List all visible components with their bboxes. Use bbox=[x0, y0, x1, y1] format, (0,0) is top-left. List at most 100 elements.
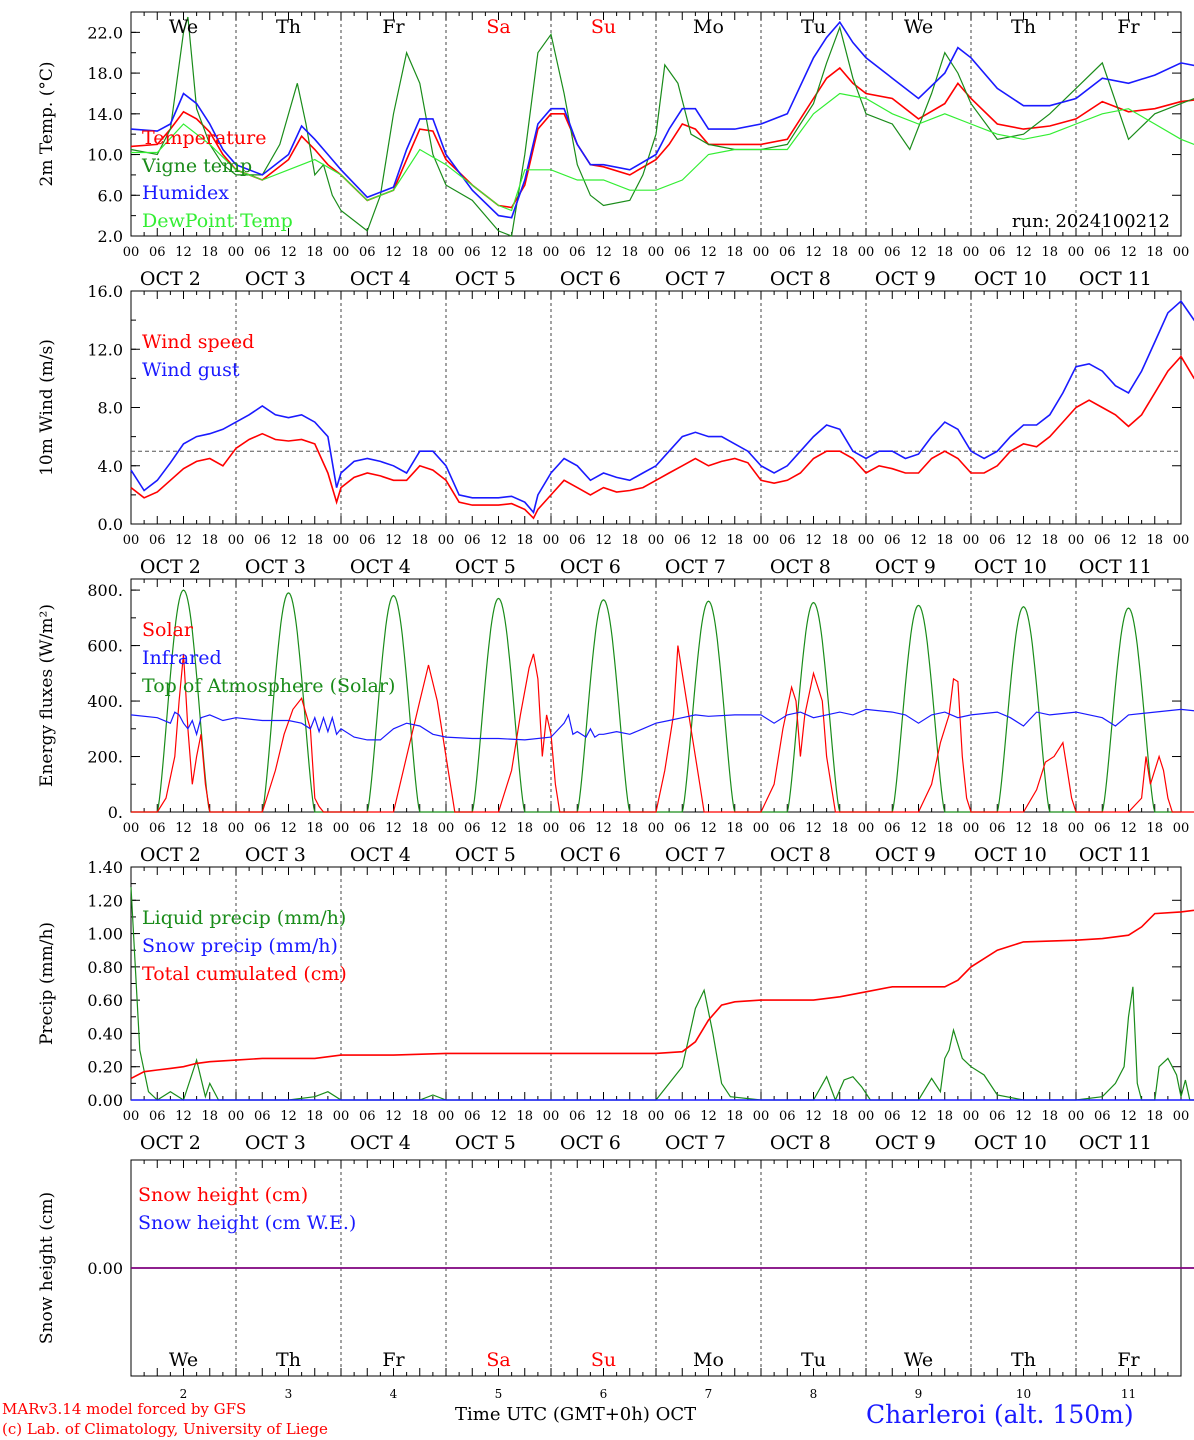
hour-tick-label: 00 bbox=[963, 1109, 980, 1124]
y-tick-label: 10.0 bbox=[87, 146, 123, 165]
hour-tick-label: 00 bbox=[438, 1109, 455, 1124]
hour-tick-label: 18 bbox=[936, 1109, 953, 1124]
series-line-red bbox=[131, 645, 1194, 813]
hour-tick-label: 12 bbox=[490, 821, 507, 836]
day-number: 11 bbox=[1121, 1387, 1136, 1401]
day-name: Th bbox=[276, 16, 301, 38]
date-label: OCT 10 bbox=[974, 268, 1047, 290]
hour-tick-label: 06 bbox=[989, 245, 1006, 260]
hour-tick-label: 00 bbox=[963, 533, 980, 548]
toa-solar-curve bbox=[656, 600, 761, 813]
hour-tick-label: 18 bbox=[411, 1109, 428, 1124]
day-name: We bbox=[904, 1349, 933, 1371]
y-tick-label: 8.0 bbox=[98, 399, 123, 418]
hour-tick-label: 00 bbox=[753, 533, 770, 548]
date-label: OCT 11 bbox=[1079, 556, 1152, 578]
hour-tick-label: 06 bbox=[254, 821, 271, 836]
hour-tick-label: 06 bbox=[254, 533, 271, 548]
hour-tick-label: 00 bbox=[648, 1109, 665, 1124]
hour-tick-label: 00 bbox=[333, 821, 350, 836]
hour-tick-label: 06 bbox=[254, 1109, 271, 1124]
hour-tick-label: 12 bbox=[595, 1109, 612, 1124]
hour-tick-label: 00 bbox=[648, 533, 665, 548]
date-label: OCT 2 bbox=[140, 268, 201, 290]
hour-tick-label: 18 bbox=[621, 533, 638, 548]
day-name: Su bbox=[591, 16, 616, 38]
day-name: Fr bbox=[382, 16, 405, 38]
toa-solar-curve bbox=[551, 599, 656, 813]
hour-tick-label: 06 bbox=[674, 533, 691, 548]
hour-tick-label: 00 bbox=[438, 245, 455, 260]
hour-tick-label: 18 bbox=[201, 533, 218, 548]
day-number: 5 bbox=[495, 1387, 503, 1401]
series-line-red bbox=[130, 909, 1194, 1080]
hour-tick-label: 12 bbox=[280, 245, 297, 260]
date-label: OCT 6 bbox=[560, 1132, 621, 1154]
series-line-blue bbox=[130, 708, 1194, 741]
day-name: Tu bbox=[801, 16, 826, 38]
hour-tick-label: 06 bbox=[779, 245, 796, 260]
y-axis-label: Precip (mm/h) bbox=[37, 922, 57, 1045]
day-name: We bbox=[169, 16, 198, 38]
hour-tick-label: 12 bbox=[1120, 1109, 1137, 1124]
y-tick-label: 1.00 bbox=[87, 925, 123, 944]
day-name: Mo bbox=[693, 1349, 724, 1371]
hour-tick-label: 06 bbox=[674, 245, 691, 260]
y-tick-label: 1.40 bbox=[87, 858, 123, 877]
date-label: OCT 11 bbox=[1079, 1132, 1152, 1154]
hour-tick-label: 18 bbox=[621, 821, 638, 836]
hour-tick-label: 06 bbox=[779, 821, 796, 836]
plot-frame bbox=[130, 11, 1182, 237]
legend-entry: Wind gust bbox=[142, 359, 240, 381]
hour-tick-label: 06 bbox=[884, 1109, 901, 1124]
date-label: OCT 9 bbox=[875, 556, 936, 578]
panel-4: 0.00 0.20 0.40 0.60 0.80 1.00 1.20 1.40 Precip (… bbox=[37, 858, 1194, 1154]
legend-entry: Temperature bbox=[142, 127, 266, 149]
hour-tick-label: 12 bbox=[385, 1109, 402, 1124]
hour-tick-label: 06 bbox=[569, 1109, 586, 1124]
hour-tick-label: 12 bbox=[805, 1109, 822, 1124]
hour-tick-label: 12 bbox=[1015, 821, 1032, 836]
legend-entry: DewPoint Temp bbox=[142, 210, 293, 232]
hour-tick-label: 06 bbox=[779, 1109, 796, 1124]
day-number: 3 bbox=[285, 1387, 293, 1401]
toa-solar-curve bbox=[236, 592, 341, 813]
hour-tick-label: 06 bbox=[569, 821, 586, 836]
legend-entry: Snow height (cm) bbox=[138, 1184, 308, 1206]
day-name: Tu bbox=[801, 1349, 826, 1371]
hour-tick-label: 18 bbox=[1146, 245, 1163, 260]
legend-entry: Liquid precip (mm/h) bbox=[142, 907, 346, 929]
hour-tick-label: 00 bbox=[333, 245, 350, 260]
hour-tick-label: 18 bbox=[831, 1109, 848, 1124]
day-name: Su bbox=[591, 1349, 616, 1371]
hour-tick-label: 06 bbox=[149, 533, 166, 548]
hour-tick-label: 00 bbox=[1068, 533, 1085, 548]
hour-tick-label: 18 bbox=[831, 533, 848, 548]
date-label: OCT 11 bbox=[1079, 268, 1152, 290]
hour-tick-label: 12 bbox=[175, 245, 192, 260]
x-axis-title: Time UTC (GMT+0h) OCT bbox=[455, 1404, 697, 1425]
date-label: OCT 9 bbox=[875, 1132, 936, 1154]
hour-tick-label: 18 bbox=[1041, 821, 1058, 836]
day-name: We bbox=[904, 16, 933, 38]
date-label: OCT 10 bbox=[974, 1132, 1047, 1154]
day-number: 9 bbox=[915, 1387, 923, 1401]
series-line-lightgreen bbox=[131, 92, 1194, 212]
hour-tick-label: 18 bbox=[201, 245, 218, 260]
y-tick-label: 2.0 bbox=[98, 227, 123, 246]
date-label: OCT 5 bbox=[455, 1132, 516, 1154]
legend-entry: Humidex bbox=[142, 182, 229, 204]
hour-tick-label: 06 bbox=[149, 821, 166, 836]
y-axis-label: 10m Wind (m/s) bbox=[37, 339, 57, 476]
y-tick-label: 0.00 bbox=[87, 1259, 123, 1278]
hour-tick-label: 06 bbox=[1094, 1109, 1111, 1124]
y-tick-label: 18.0 bbox=[87, 64, 123, 83]
hour-tick-label: 00 bbox=[228, 533, 245, 548]
hour-tick-label: 18 bbox=[726, 533, 743, 548]
day-name: Th bbox=[1011, 1349, 1036, 1371]
hour-tick-label: 12 bbox=[700, 821, 717, 836]
date-label: OCT 5 bbox=[455, 556, 516, 578]
hour-tick-label: 18 bbox=[306, 821, 323, 836]
day-number: 7 bbox=[705, 1387, 713, 1401]
hour-tick-label: 18 bbox=[1041, 1109, 1058, 1124]
